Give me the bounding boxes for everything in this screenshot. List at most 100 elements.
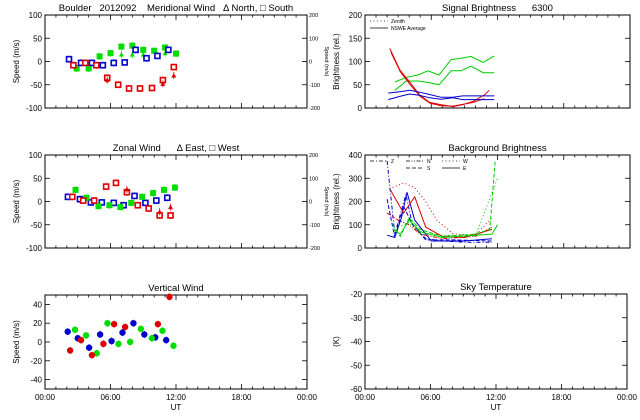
- y2-tick-label: 200: [309, 13, 318, 19]
- data-point: [117, 204, 124, 211]
- data-point: [65, 55, 73, 63]
- y-tick-label: 20: [33, 319, 42, 328]
- y2-tick-label: 0: [309, 60, 312, 66]
- data-point: [121, 59, 128, 66]
- series-group: [388, 48, 495, 108]
- x-tick-label: 00:00: [35, 393, 56, 402]
- y-axis-label: (K): [332, 336, 341, 347]
- data-point: [95, 203, 102, 210]
- data-point: [150, 190, 157, 197]
- data-point: [168, 204, 174, 210]
- x-tick-label: 00:00: [297, 393, 318, 402]
- data-point: [110, 59, 118, 67]
- data-point: [71, 326, 79, 333]
- data-point: [153, 197, 160, 204]
- y-tick-label: -40: [350, 338, 362, 347]
- data-point: [121, 323, 129, 331]
- series-group: [64, 293, 177, 359]
- data-point: [96, 331, 104, 338]
- x-tick-label: 00:00: [617, 393, 638, 402]
- series-line-blue-E: [386, 192, 493, 242]
- y2-axis-label: Speed (m/s): [323, 47, 329, 77]
- legend-label: Z: [391, 159, 394, 165]
- data-point: [126, 338, 134, 346]
- series-line-green-W: [397, 178, 498, 237]
- y-axis-label: Brightness (rel.): [332, 173, 341, 230]
- x-tick-label: 18:00: [551, 393, 572, 402]
- data-point: [167, 212, 174, 219]
- data-point: [98, 199, 106, 206]
- y2-tick-label: 100: [309, 176, 318, 182]
- data-point: [118, 43, 125, 50]
- data-point: [119, 329, 126, 336]
- data-point: [106, 202, 113, 209]
- data-point: [79, 197, 87, 204]
- series-line-blue-Z: [386, 160, 492, 243]
- y-tick-label: -100: [26, 104, 43, 113]
- y-tick-label: 100: [29, 151, 43, 160]
- y2-tick-label: -200: [309, 246, 320, 252]
- legend-label: W: [463, 159, 468, 165]
- x-tick-label: 18:00: [231, 393, 252, 402]
- data-point: [93, 350, 100, 357]
- panel-title: Signal Brightness 6300: [442, 3, 553, 14]
- panel-title: Boulder 2012092 Meridional Wind Δ North,…: [59, 3, 293, 14]
- signal-brightness-panel: Signal Brightness 6300 200 150 100 50 0 Bright…: [332, 3, 631, 113]
- data-point: [151, 47, 158, 54]
- y-tick-label: 0: [38, 58, 43, 67]
- y2-tick-label: -100: [309, 83, 320, 89]
- data-point: [170, 342, 177, 349]
- series-line-red-W: [392, 182, 493, 236]
- data-point: [163, 194, 171, 202]
- data-point: [160, 186, 167, 193]
- series-line-blue-upper: [388, 89, 495, 98]
- y-axis-label: Brightness (rel.): [332, 33, 341, 90]
- data-point: [142, 199, 149, 207]
- y2-tick-label: 200: [309, 153, 318, 159]
- data-point: [166, 293, 173, 301]
- data-point: [108, 337, 115, 345]
- x-tick-label: 06:00: [420, 393, 441, 402]
- series-group: [64, 179, 178, 219]
- y-tick-label: 50: [33, 174, 42, 183]
- data-point: [140, 46, 147, 53]
- y-tick-label: 300: [349, 174, 363, 183]
- data-point: [171, 72, 177, 78]
- data-point: [148, 335, 156, 342]
- y2-tick-label: -100: [309, 223, 320, 229]
- y-tick-label: 0: [38, 338, 43, 347]
- background-brightness-panel: Background Brightness 400 300 200 100 0 Bright…: [332, 143, 631, 253]
- data-point: [125, 85, 133, 92]
- x-tick-label: 12:00: [166, 393, 187, 402]
- sky-temperature-panel: Sky Temperature 00:00 06:00 12:00 18:00 00:00…: [332, 282, 638, 412]
- y-axis-label: Speed (m/s): [12, 320, 21, 364]
- data-point: [128, 199, 135, 206]
- data-point: [112, 179, 120, 187]
- data-point: [154, 320, 162, 328]
- data-point: [104, 77, 110, 83]
- data-point: [171, 184, 178, 191]
- y-tick-label: -50: [30, 81, 42, 90]
- x-axis-label: UT: [171, 403, 182, 412]
- y-axis-label: Speed (m/s): [12, 179, 21, 223]
- legend-label: Zenith: [391, 19, 405, 25]
- y-tick-label: 100: [349, 58, 363, 67]
- data-point: [129, 52, 135, 57]
- y-tick-label: -20: [350, 290, 362, 299]
- x-tick-label: 12:00: [486, 393, 507, 402]
- meridional-wind-panel: Boulder 2012092 Meridional Wind Δ North,…: [12, 3, 329, 113]
- legend-label: N: [427, 159, 431, 165]
- y2-tick-label: -200: [309, 106, 320, 112]
- data-point: [86, 64, 92, 70]
- data-point: [88, 351, 96, 359]
- data-point: [107, 50, 114, 57]
- data-point: [136, 85, 144, 92]
- series-line-green-lower: [394, 65, 495, 91]
- y-tick-label: 400: [349, 151, 363, 160]
- legend-label: NSWE Average: [391, 26, 426, 32]
- plot-frame: [44, 294, 308, 390]
- series-line-green-upper: [394, 55, 495, 83]
- data-point: [165, 46, 172, 54]
- series-group: [386, 159, 498, 243]
- data-point: [82, 332, 90, 339]
